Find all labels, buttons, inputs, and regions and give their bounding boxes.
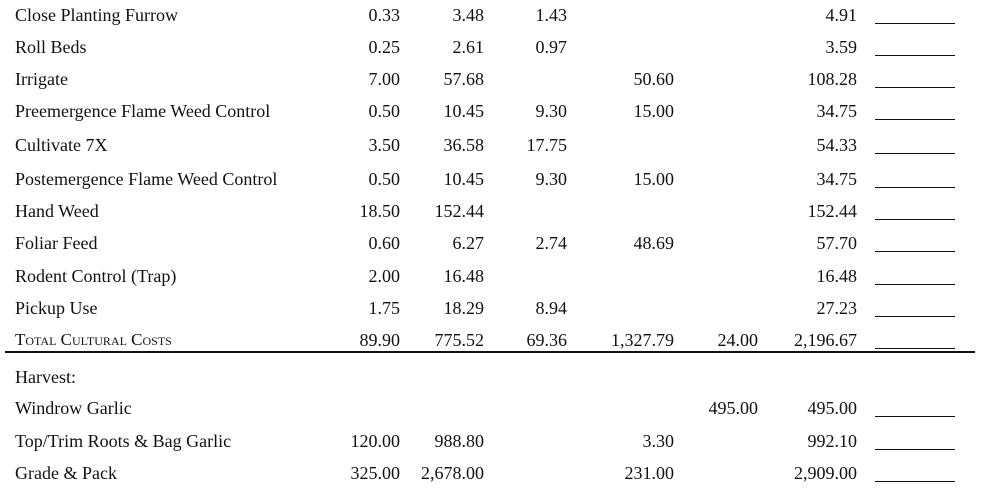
cell-value: 27.23 (816, 298, 858, 318)
cell-value: 152.44 (434, 201, 485, 221)
cell-value: 10.45 (443, 169, 485, 189)
cell-value: 50.60 (633, 69, 675, 89)
cell-value: 9.30 (535, 169, 568, 189)
cell-value: 231.00 (624, 463, 675, 483)
cell-value: 992.10 (807, 431, 858, 451)
row-label: Pickup Use (15, 298, 98, 318)
cell-value: 152.44 (807, 201, 858, 221)
cell-value: 2,909.00 (794, 463, 857, 483)
cell-value: 34.75 (816, 101, 858, 121)
row-label: Preemergence Flame Weed Control (15, 101, 271, 121)
cell-value: 3.48 (452, 5, 485, 25)
cell-value: 1.43 (535, 5, 568, 25)
blank-line (875, 481, 955, 482)
cell-value: 18.50 (359, 201, 401, 221)
cell-value: 57.68 (443, 69, 485, 89)
cell-value: 15.00 (633, 169, 675, 189)
cell-value: 2,196.67 (794, 330, 857, 350)
cell-value: 15.00 (633, 101, 675, 121)
cell-value: 2.00 (368, 266, 401, 286)
blank-line (875, 416, 955, 417)
cell-value: 0.50 (368, 101, 401, 121)
cell-value: 0.25 (368, 37, 401, 57)
row-label: Irrigate (15, 69, 68, 89)
cell-value: 2,678.00 (421, 463, 484, 483)
cell-value: 34.75 (816, 169, 858, 189)
row-label: Total Cultural Costs (15, 330, 172, 349)
cell-value: 1,327.79 (611, 330, 674, 350)
cell-value: 495.00 (807, 398, 858, 418)
cell-value: 988.80 (434, 431, 485, 451)
row-label: Hand Weed (15, 201, 99, 221)
row-label: Rodent Control (Trap) (15, 266, 177, 286)
blank-line (875, 251, 955, 252)
cell-value: 18.29 (443, 298, 485, 318)
cell-value: 57.70 (816, 233, 858, 253)
cell-value: 108.28 (807, 69, 858, 89)
blank-line (875, 316, 955, 317)
cell-value: 1.75 (368, 298, 401, 318)
cell-value: 3.50 (368, 135, 401, 155)
row-label: Foliar Feed (15, 233, 98, 253)
cell-value: 0.97 (535, 37, 568, 57)
blank-line (875, 55, 955, 56)
cell-value: 775.52 (434, 330, 485, 350)
row-label: Roll Beds (15, 37, 87, 57)
cell-value: 54.33 (816, 135, 858, 155)
row-label: Close Planting Furrow (15, 5, 179, 25)
cell-value: 120.00 (350, 431, 401, 451)
blank-line (875, 348, 955, 349)
cell-value: 2.74 (535, 233, 568, 253)
blank-line (875, 449, 955, 450)
row-label: Top/Trim Roots & Bag Garlic (15, 431, 232, 451)
cell-value: 3.30 (642, 431, 675, 451)
blank-line (875, 87, 955, 88)
row-label: Cultivate 7X (15, 135, 108, 155)
cell-value: 24.00 (717, 330, 759, 350)
section-heading: Harvest: (15, 367, 76, 387)
cell-value: 495.00 (708, 398, 759, 418)
cell-value: 0.50 (368, 169, 401, 189)
cell-value: 9.30 (535, 101, 568, 121)
cell-value: 0.60 (368, 233, 401, 253)
cell-value: 0.33 (368, 5, 401, 25)
cell-value: 325.00 (350, 463, 401, 483)
section-rule (5, 351, 975, 353)
row-label: Windrow Garlic (15, 398, 132, 418)
cell-value: 89.90 (359, 330, 401, 350)
cell-value: 6.27 (452, 233, 485, 253)
row-label: Postemergence Flame Weed Control (15, 169, 278, 189)
cell-value: 2.61 (452, 37, 485, 57)
cell-value: 8.94 (535, 298, 568, 318)
cell-value: 17.75 (526, 135, 568, 155)
cell-value: 3.59 (825, 37, 858, 57)
cell-value: 48.69 (633, 233, 675, 253)
cell-value: 16.48 (443, 266, 485, 286)
cell-value: 4.91 (825, 5, 858, 25)
blank-line (875, 23, 955, 24)
blank-line (875, 153, 955, 154)
cell-value: 69.36 (526, 330, 568, 350)
blank-line (875, 187, 955, 188)
cell-value: 36.58 (443, 135, 485, 155)
cell-value: 10.45 (443, 101, 485, 121)
cell-value: 16.48 (816, 266, 858, 286)
blank-line (875, 119, 955, 120)
blank-line (875, 284, 955, 285)
cell-value: 7.00 (368, 69, 401, 89)
blank-line (875, 219, 955, 220)
row-label: Grade & Pack (15, 463, 117, 483)
